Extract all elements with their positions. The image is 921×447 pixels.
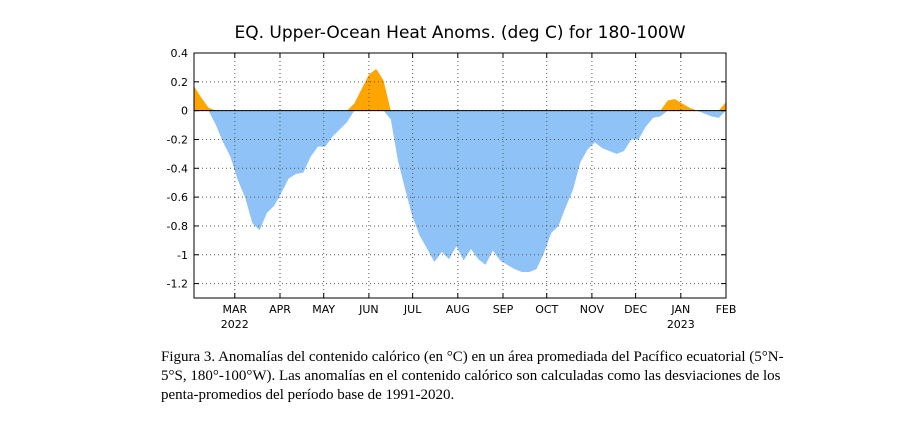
positive-anomaly-area [194, 68, 726, 111]
x-tick-label: APR [269, 303, 291, 316]
x-year-label: 2022 [221, 318, 249, 331]
x-year-label: 2023 [667, 318, 695, 331]
heat-anomaly-chart: EQ. Upper-Ocean Heat Anoms. (deg C) for … [167, 23, 737, 331]
x-tick-label: JUL [403, 303, 422, 316]
y-tick-label: -0.4 [167, 162, 188, 175]
y-tick-label: 0.2 [171, 76, 189, 89]
y-tick-label: 0 [181, 105, 188, 118]
y-tick-label: -1.2 [167, 278, 188, 291]
negative-anomaly-area [194, 110, 726, 273]
y-tick-label: -1 [177, 249, 188, 262]
x-tick-label: OCT [535, 303, 558, 316]
y-tick-label: -0.8 [167, 220, 188, 233]
x-tick-label: MAR [222, 303, 247, 316]
x-tick-label: DEC [624, 303, 647, 316]
x-tick-label: SEP [493, 303, 514, 316]
y-tick-label: 0.4 [171, 47, 189, 60]
x-tick-label: AUG [446, 303, 470, 316]
x-tick-label: JUN [358, 303, 379, 316]
x-tick-label: FEB [716, 303, 737, 316]
plot-frame [193, 52, 727, 299]
x-tick-label: NOV [580, 303, 605, 316]
x-tick-label: JAN [670, 303, 690, 316]
x-tick-label: MAY [312, 303, 335, 316]
y-tick-label: -0.2 [167, 133, 188, 146]
plot-area: 0.4 0.2 0 -0.2 -0.4 -0.6 -0.8 -1 -1.2 MAR 2022 APR M… [167, 47, 737, 331]
y-tick-label: -0.6 [167, 191, 188, 204]
figure-caption: Figura 3. Anomalías del contenido calóri… [161, 349, 784, 403]
chart-title: EQ. Upper-Ocean Heat Anoms. (deg C) for … [234, 23, 685, 43]
